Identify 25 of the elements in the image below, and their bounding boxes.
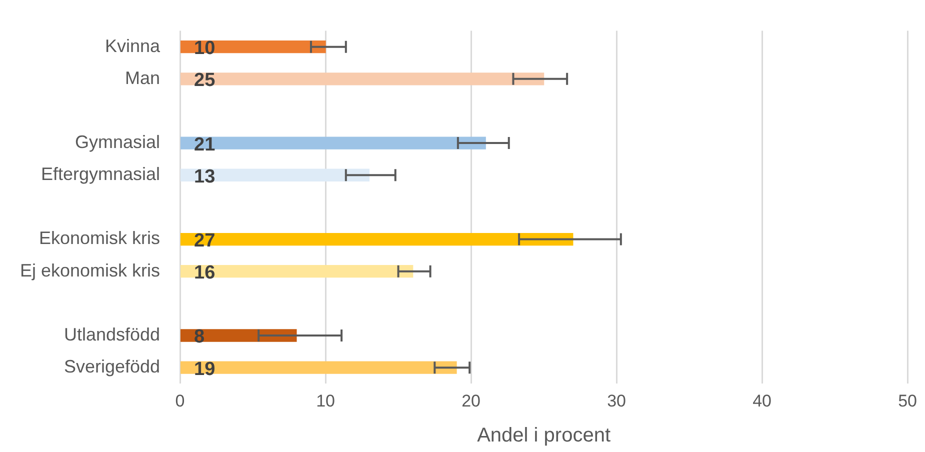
bar xyxy=(180,168,370,182)
y-tick-label: Man xyxy=(125,68,160,88)
bar xyxy=(180,361,457,374)
x-axis-title: Andel i procent xyxy=(477,424,611,447)
y-tick-label: Utlandsfödd xyxy=(64,324,160,344)
x-tick-label: 50 xyxy=(898,391,918,410)
bar xyxy=(180,265,414,278)
data-label: 16 xyxy=(194,262,216,284)
bar xyxy=(180,329,297,342)
x-tick-label: 20 xyxy=(462,391,480,410)
y-tick-label: Ej ekonomisk kris xyxy=(20,260,160,280)
bar xyxy=(180,136,486,150)
y-tick-label: Eftergymnasial xyxy=(40,164,160,184)
bar xyxy=(180,72,544,86)
y-tick-label: Gymnasial xyxy=(75,132,160,152)
data-label: 13 xyxy=(194,166,216,188)
y-tick-label: Sverigefödd xyxy=(64,356,160,377)
x-tick-label: 10 xyxy=(316,391,335,410)
bar xyxy=(180,232,574,246)
data-label: 25 xyxy=(194,70,216,92)
x-tick-label: 30 xyxy=(607,391,626,410)
x-tick-label: 40 xyxy=(752,391,772,410)
y-tick-label: Kvinna xyxy=(104,36,162,56)
x-tick-label: 0 xyxy=(175,391,185,410)
y-tick-label: Ekonomisk kris xyxy=(39,228,160,248)
